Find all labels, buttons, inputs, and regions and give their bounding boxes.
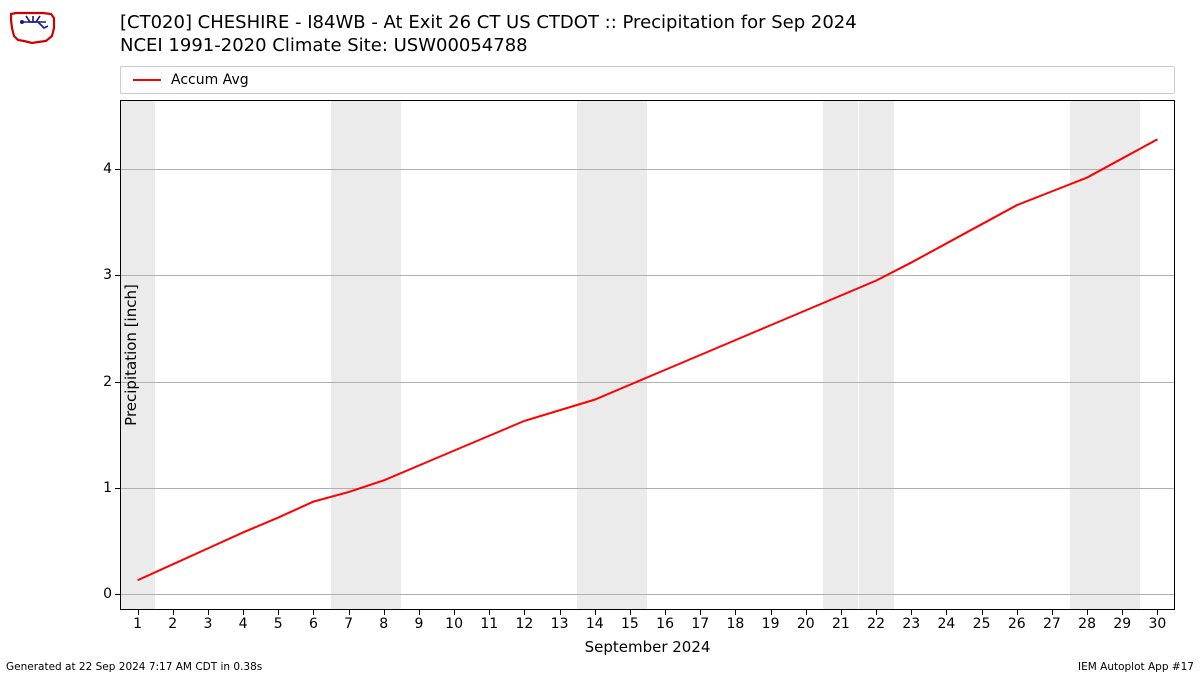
series-line — [138, 139, 1158, 580]
x-tick-label: 20 — [797, 616, 815, 632]
y-axis-label: Precipitation [inch] — [122, 284, 140, 426]
y-tick-label: 3 — [103, 267, 112, 283]
x-tick-label: 4 — [239, 616, 248, 632]
x-tick-label: 21 — [832, 616, 850, 632]
x-axis-label: September 2024 — [585, 638, 711, 656]
x-tick-label: 8 — [379, 616, 388, 632]
legend-swatch — [133, 79, 161, 81]
title-line-1: [CT020] CHESHIRE - I84WB - At Exit 26 CT… — [120, 12, 857, 35]
x-tick-label: 1 — [133, 616, 142, 632]
title-line-2: NCEI 1991-2020 Climate Site: USW00054788 — [120, 35, 857, 58]
y-tick-label: 1 — [103, 480, 112, 496]
chart-title: [CT020] CHESHIRE - I84WB - At Exit 26 CT… — [120, 12, 857, 57]
x-tick-label: 10 — [445, 616, 463, 632]
x-tick-label: 13 — [551, 616, 569, 632]
y-tick-label: 0 — [103, 586, 112, 602]
x-tick-label: 24 — [937, 616, 955, 632]
x-tick-label: 2 — [168, 616, 177, 632]
x-tick-label: 25 — [973, 616, 991, 632]
chart-plot-area: 01234 1234567891011121314151617181920212… — [120, 100, 1175, 610]
x-tick-label: 18 — [726, 616, 744, 632]
x-tick-label: 3 — [203, 616, 212, 632]
x-tick-label: 28 — [1078, 616, 1096, 632]
x-tick-label: 16 — [656, 616, 674, 632]
x-tick-label: 6 — [309, 616, 318, 632]
legend: Accum Avg — [120, 66, 1175, 94]
x-tick-label: 27 — [1043, 616, 1061, 632]
legend-label: Accum Avg — [171, 72, 249, 88]
x-tick-label: 5 — [274, 616, 283, 632]
x-tick-label: 9 — [414, 616, 423, 632]
x-tick-label: 29 — [1113, 616, 1131, 632]
x-tick-label: 23 — [902, 616, 920, 632]
x-tick-label: 7 — [344, 616, 353, 632]
x-tick-label: 30 — [1148, 616, 1166, 632]
y-tick-label: 4 — [103, 161, 112, 177]
footer-generated: Generated at 22 Sep 2024 7:17 AM CDT in … — [6, 661, 262, 673]
x-tick-label: 11 — [480, 616, 498, 632]
x-tick-label: 14 — [586, 616, 604, 632]
x-tick-label: 22 — [867, 616, 885, 632]
x-tick-label: 19 — [762, 616, 780, 632]
x-tick-label: 12 — [515, 616, 533, 632]
iem-logo — [8, 8, 58, 46]
footer-app: IEM Autoplot App #17 — [1078, 661, 1194, 673]
x-tick-label: 17 — [691, 616, 709, 632]
y-tick-label: 2 — [103, 374, 112, 390]
x-tick-label: 15 — [621, 616, 639, 632]
x-tick-label: 26 — [1008, 616, 1026, 632]
